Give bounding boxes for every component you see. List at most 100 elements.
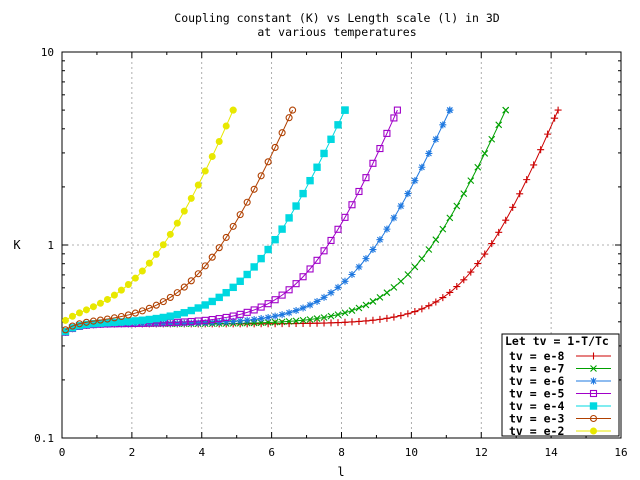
data-point — [481, 150, 489, 157]
data-point — [82, 320, 91, 329]
data-point — [187, 317, 195, 326]
data-point — [264, 300, 272, 308]
data-point — [355, 317, 363, 325]
data-point — [411, 177, 419, 185]
data-point — [397, 202, 405, 210]
data-point — [222, 233, 230, 241]
data-point — [348, 201, 356, 209]
data-point — [285, 318, 293, 325]
data-point — [159, 313, 168, 322]
data-point — [397, 277, 405, 285]
series-6 — [61, 106, 297, 334]
data-point — [320, 149, 328, 158]
data-point — [229, 106, 237, 114]
data-point — [320, 319, 328, 327]
data-point — [334, 121, 342, 129]
series-line — [65, 109, 398, 333]
data-point — [285, 309, 293, 317]
x-tick-label: 10 — [405, 446, 418, 459]
data-point — [502, 216, 510, 224]
data-point — [362, 174, 370, 182]
data-point — [313, 297, 321, 305]
data-point — [152, 320, 160, 328]
legend-marker — [590, 427, 597, 435]
data-point — [439, 225, 447, 233]
data-point — [103, 315, 111, 323]
data-point — [453, 283, 461, 291]
data-point — [285, 286, 293, 294]
data-point — [383, 225, 391, 233]
data-point — [362, 317, 370, 325]
data-point — [390, 283, 398, 291]
data-point — [215, 318, 223, 326]
data-point — [222, 122, 230, 130]
data-point — [208, 153, 216, 161]
data-point — [180, 319, 188, 327]
data-point — [418, 163, 426, 171]
data-point — [159, 241, 167, 249]
data-point — [229, 222, 237, 230]
data-point — [285, 214, 293, 222]
data-point — [180, 309, 188, 317]
data-point — [257, 172, 265, 180]
data-point — [264, 158, 272, 166]
legend-label: tv = e-2 — [509, 424, 564, 438]
chart-title-line1: Coupling constant (K) vs Length scale (l… — [174, 11, 499, 25]
data-point — [250, 263, 258, 271]
data-point — [103, 319, 112, 327]
data-point — [243, 316, 251, 324]
data-point — [243, 308, 251, 316]
data-point — [341, 213, 349, 221]
data-point — [299, 189, 307, 198]
data-point — [299, 316, 307, 324]
data-point — [117, 318, 126, 326]
data-point — [334, 283, 342, 291]
data-point — [306, 265, 314, 273]
data-point — [82, 318, 91, 326]
data-point — [173, 310, 181, 319]
axis-ticks: 0 2 4 6 8 10 12 14 16 0.1 1 10 — [34, 46, 628, 459]
data-point — [96, 299, 104, 307]
data-point — [292, 317, 300, 325]
data-point — [145, 315, 154, 324]
data-point — [460, 190, 468, 197]
data-point — [432, 236, 440, 244]
data-point — [89, 317, 97, 325]
data-point — [264, 245, 272, 254]
legend: Let tv = 1-T/Tc tv = e-8tv = e-7tv = e-6… — [501, 333, 620, 438]
data-point — [334, 311, 342, 318]
data-point — [299, 319, 307, 327]
data-point — [446, 288, 454, 296]
series-5 — [61, 106, 349, 336]
data-point — [250, 315, 258, 323]
data-point — [194, 270, 202, 278]
data-point — [537, 146, 545, 154]
data-point — [348, 307, 356, 314]
data-point — [138, 316, 147, 324]
data-point — [215, 244, 223, 252]
data-point — [75, 309, 83, 317]
data-point — [201, 262, 209, 270]
data-point — [166, 312, 175, 320]
data-point — [208, 297, 216, 306]
data-point — [201, 316, 209, 324]
y-tick-label: 0.1 — [34, 432, 54, 445]
data-point — [390, 114, 398, 122]
data-point — [292, 307, 300, 315]
data-point — [187, 319, 195, 327]
data-point — [418, 305, 426, 313]
series-line — [65, 109, 559, 333]
data-point — [467, 268, 475, 276]
data-point — [488, 240, 496, 248]
data-point — [166, 293, 174, 301]
data-point — [474, 260, 482, 268]
data-point — [383, 289, 391, 297]
data-point — [208, 253, 216, 261]
data-point — [257, 254, 265, 263]
data-point — [551, 114, 559, 122]
data-point — [362, 301, 370, 309]
data-point — [236, 211, 244, 219]
data-point — [96, 316, 104, 324]
data-point — [306, 316, 314, 323]
data-point — [180, 207, 188, 215]
